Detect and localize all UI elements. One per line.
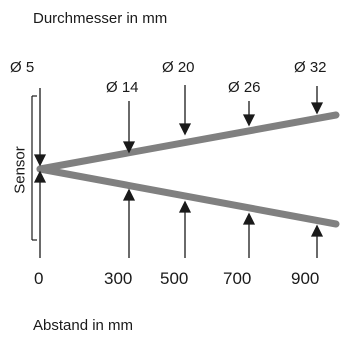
sensor-bracket <box>31 95 37 241</box>
diameter-label-20: Ø 20 <box>162 59 195 76</box>
diameter-label-5: Ø 5 <box>10 59 35 76</box>
distance-tick-0: 0 <box>34 269 44 288</box>
diameter-axis-title: Durchmesser in mm <box>33 10 168 27</box>
arrows-bottom <box>33 170 324 258</box>
beam-lower-line <box>36 165 340 228</box>
distance-tick-300: 300 <box>104 269 133 288</box>
diameter-label-14: Ø 14 <box>106 79 139 96</box>
distance-axis-title: Abstand in mm <box>33 317 134 334</box>
diameter-label-32: Ø 32 <box>294 59 327 76</box>
distance-tick-900: 900 <box>291 269 320 288</box>
sensor-label: Sensor <box>11 146 29 194</box>
distance-tick-500: 500 <box>160 269 189 288</box>
distance-tick-700: 700 <box>223 269 252 288</box>
diameter-label-26: Ø 26 <box>228 79 261 96</box>
arrows-top <box>33 85 324 167</box>
beam-upper-line <box>36 111 340 173</box>
